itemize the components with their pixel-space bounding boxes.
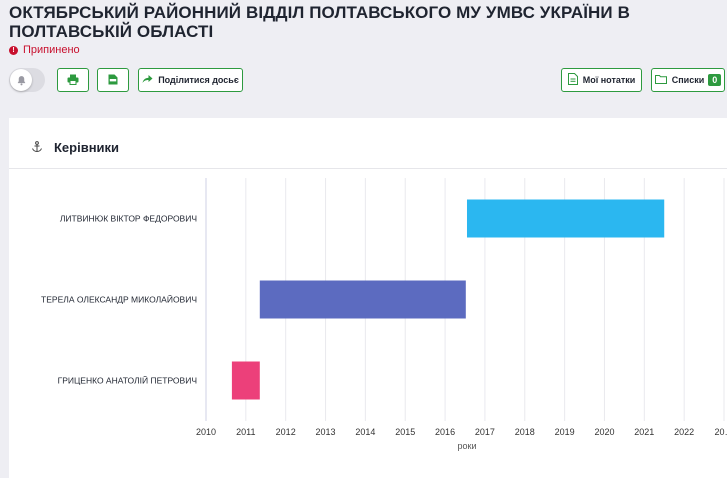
x-tick-label: 20… [714,427,727,437]
y-category-label: ЛИТВИНЮК ВІКТОР ФЕДОРОВИЧ [60,214,197,224]
timeline-bar [259,280,466,319]
y-category-label: ТЕРЕЛА ОЛЕКСАНДР МИКОЛАЙОВИЧ [41,294,197,305]
x-tick-label: 2011 [236,427,255,437]
x-tick-label: 2013 [316,427,336,437]
x-tick-label: 2010 [196,427,216,437]
folder-icon [654,74,667,86]
lists-label: Списки [671,75,705,85]
x-tick-label: 2017 [475,427,495,437]
card-title: Керівники [54,140,120,155]
share-icon [142,74,153,86]
my-notes-button[interactable]: Мої нотатки [561,68,642,92]
leaders-timeline-chart: 2010 2011 2012 2013 2014 2015 2016 2017 2018 2019… [41,178,727,451]
note-icon [567,73,578,87]
share-dossier-button[interactable]: Поділитися досьє [138,68,243,92]
page-title: Октябрський районний відділ Полтавського… [9,3,630,41]
subscribe-toggle[interactable] [9,68,45,92]
timeline-bar [231,361,260,400]
x-tick-label: 2020 [594,427,614,437]
x-tick-label: 2019 [555,427,575,437]
status-text: Припинено [23,44,80,56]
x-tick-label: 2021 [634,427,654,437]
pdf-button[interactable] [97,68,129,92]
share-dossier-label: Поділитися досьє [158,75,239,85]
leaders-card: Керівники 2010 2011 2012 2013 2014 2015 2016 20… [9,118,727,478]
y-category-label: ГРИЦЕНКО АНАТОЛІЙ ПЕТРОВИЧ [58,375,197,386]
x-tick-label: 2015 [395,427,415,437]
x-tick-label: 2022 [674,427,694,437]
x-tick-label: 2018 [515,427,535,437]
printer-icon [67,74,79,87]
x-tick-label: 2014 [355,427,375,437]
x-tick-label: 2012 [276,427,296,437]
print-button[interactable] [57,68,89,92]
timeline-bar [466,199,665,238]
x-tick-label: 2016 [435,427,455,437]
my-notes-label: Мої нотатки [582,75,636,85]
status-badge: ! Припинено [9,44,80,56]
alert-icon: ! [9,45,18,55]
lists-count-badge: 0 [708,74,722,86]
x-axis-label: роки [458,441,477,451]
divider [9,168,727,169]
lists-button[interactable]: Списки 0 [651,68,725,92]
bell-icon [10,69,32,91]
anchor-icon [31,140,43,158]
pdf-icon [108,74,118,87]
